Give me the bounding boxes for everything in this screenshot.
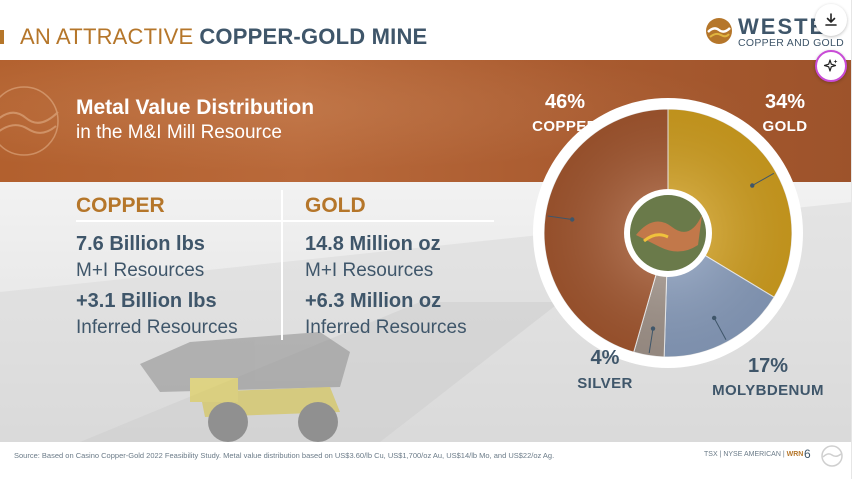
copper-heading: COPPER — [76, 194, 165, 217]
columns-rule — [76, 220, 494, 222]
copper-percent: 46% — [544, 91, 586, 113]
molybdenum-percent: 17% — [747, 355, 789, 377]
gold-heading: GOLD — [305, 194, 366, 217]
silver-percent: 4% — [590, 347, 620, 369]
molybdenum-leader-line — [713, 317, 727, 341]
ticker: WRN — [786, 451, 804, 458]
banner-subtitle: in the M&I Mill Resource — [76, 122, 282, 143]
title-plain: AN ATTRACTIVE — [20, 24, 194, 49]
gold-percent: 34% — [764, 91, 806, 113]
ai-sparkle-button[interactable] — [815, 50, 847, 82]
page-number: 6 — [804, 447, 811, 461]
silver-slice-label: SILVER — [577, 375, 633, 392]
title-accent-bar — [0, 30, 4, 44]
silver-leader-dot — [650, 326, 656, 331]
footer-logo-icon — [821, 445, 843, 467]
metal-value-pie: 46% COPPER 34% GOLD 4% SILVER 17% MOLYBD… — [520, 85, 823, 399]
silver-leader-line — [648, 328, 654, 354]
copper-leader-dot — [570, 217, 575, 222]
sparkle-icon — [823, 59, 838, 72]
exchange-listing: TSX | NYSE AMERICAN | WRN — [704, 451, 803, 458]
exchange-prefix: TSX | NYSE AMERICAN | — [704, 451, 785, 458]
wave-watermark-icon — [0, 86, 59, 156]
columns-divider — [281, 190, 283, 340]
download-icon — [825, 13, 837, 26]
gold-mi-value: 14.8 Million oz — [305, 233, 441, 255]
center-copper-river-icon — [636, 215, 702, 252]
title-accent: COPPER-GOLD MINE — [199, 24, 428, 49]
gold-leader-line — [752, 172, 775, 186]
copper-leader-line — [547, 215, 573, 221]
copper-inferred-value: +3.1 Billion lbs — [76, 290, 217, 312]
copper-mi-label: M+I Resources — [76, 260, 205, 281]
logo-mark-icon — [706, 18, 732, 44]
copper-slice-label: COPPER — [532, 118, 598, 135]
download-button[interactable] — [815, 4, 847, 36]
gold-mi-label: M+I Resources — [305, 260, 434, 281]
source-footnote: Source: Based on Casino Copper-Gold 2022… — [14, 451, 555, 460]
gold-inferred-value: +6.3 Million oz — [305, 290, 442, 312]
page-title: AN ATTRACTIVE COPPER-GOLD MINE — [0, 22, 427, 52]
gold-slice-label: GOLD — [762, 118, 808, 135]
copper-mi-value: 7.6 Billion lbs — [76, 233, 205, 255]
company-logo: WESTERN COPPER AND GOLD — [704, 14, 844, 50]
logo-subtitle: COPPER AND GOLD — [738, 37, 845, 49]
logo-wordmark: WESTERN — [738, 14, 824, 39]
banner-title: Metal Value Distribution — [76, 96, 315, 119]
copper-inferred-label: Inferred Resources — [76, 317, 238, 338]
gold-inferred-label: Inferred Resources — [305, 317, 467, 338]
molybdenum-slice-label: MOLYBDENUM — [712, 382, 824, 399]
